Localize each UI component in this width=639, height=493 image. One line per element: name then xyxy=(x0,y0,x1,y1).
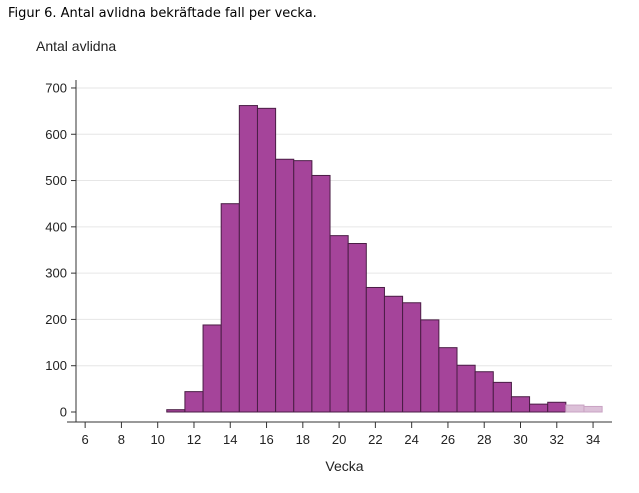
x-tick-label-18: 18 xyxy=(296,432,310,447)
y-tick-label-300: 300 xyxy=(45,266,67,281)
x-tick-label-16: 16 xyxy=(259,432,273,447)
y-tick-label-600: 600 xyxy=(45,127,67,142)
x-tick-label-12: 12 xyxy=(187,432,201,447)
x-tick-label-14: 14 xyxy=(223,432,237,447)
y-tick-label-400: 400 xyxy=(45,219,67,234)
bar-week-13 xyxy=(202,324,222,413)
bar-week-26 xyxy=(438,347,458,413)
x-tick-label-10: 10 xyxy=(150,432,164,447)
y-tick-label-100: 100 xyxy=(45,358,67,373)
y-ticks: 0 100 200 300 400 500 600 700 xyxy=(45,80,76,420)
bar-week-33 xyxy=(565,404,585,413)
bar-week-31 xyxy=(529,403,549,413)
figure-caption: Figur 6. Antal avlidna bekräftade fall p… xyxy=(8,6,317,21)
bar-week-11 xyxy=(166,409,186,413)
bar-week-27 xyxy=(456,364,476,413)
bar-week-29 xyxy=(492,381,512,413)
x-axis-title: Vecka xyxy=(325,458,363,474)
bar-week-18 xyxy=(293,160,313,413)
x-tick-label-24: 24 xyxy=(404,432,418,447)
bar-week-15 xyxy=(238,105,258,413)
bars xyxy=(166,105,603,413)
bar-week-19 xyxy=(311,174,331,413)
bar-week-30 xyxy=(510,396,531,413)
bar-week-22 xyxy=(365,286,385,413)
x-tick-label-34: 34 xyxy=(586,432,600,447)
bar-week-23 xyxy=(383,295,404,413)
y-axis-title: Antal avlidna xyxy=(36,38,117,54)
x-tick-label-6: 6 xyxy=(82,432,89,447)
bar-week-14 xyxy=(220,203,240,413)
bar-week-32 xyxy=(547,401,567,413)
bar-week-34 xyxy=(583,405,603,413)
x-tick-label-32: 32 xyxy=(550,432,564,447)
bar-week-21 xyxy=(347,243,367,413)
y-tick-label-500: 500 xyxy=(45,173,67,188)
x-tick-label-20: 20 xyxy=(332,432,346,447)
bar-week-12 xyxy=(184,391,204,413)
bar-week-28 xyxy=(474,371,494,413)
bar-week-25 xyxy=(420,319,440,413)
x-ticks: 6 8 10 12 14 16 18 20 22 24 26 28 30 32 34 xyxy=(82,422,600,447)
y-tick-label-700: 700 xyxy=(45,80,67,95)
x-tick-label-30: 30 xyxy=(513,432,527,447)
bar-week-16 xyxy=(256,107,277,413)
x-tick-label-8: 8 xyxy=(118,432,125,447)
gridlines xyxy=(76,87,612,367)
bar-week-24 xyxy=(402,302,422,413)
y-tick-label-0: 0 xyxy=(60,405,67,420)
bar-week-20 xyxy=(329,235,349,413)
bar-week-17 xyxy=(275,158,295,413)
x-tick-label-28: 28 xyxy=(477,432,491,447)
y-tick-label-200: 200 xyxy=(45,312,67,327)
x-tick-label-26: 26 xyxy=(441,432,455,447)
x-tick-label-22: 22 xyxy=(368,432,382,447)
